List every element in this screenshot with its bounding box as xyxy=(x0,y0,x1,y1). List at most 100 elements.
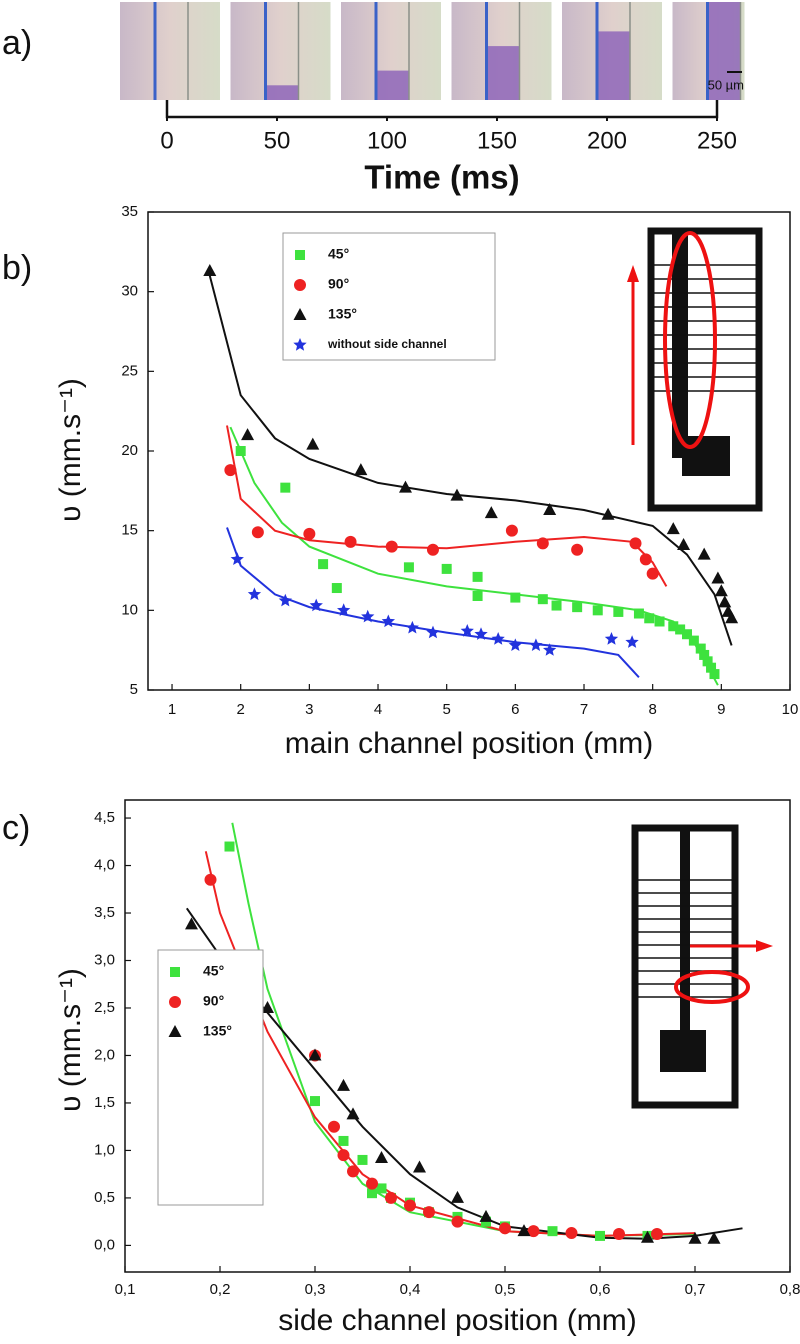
marker-circle xyxy=(451,1215,464,1228)
y-tick-label: 25 xyxy=(121,362,138,379)
x-tick-label: 6 xyxy=(511,701,519,718)
marker-circle xyxy=(366,1177,378,1190)
marker-star xyxy=(474,627,488,640)
y-tick-label: 10 xyxy=(121,601,138,618)
marker-circle xyxy=(303,527,316,540)
y-tick-label: 4,5 xyxy=(94,809,115,826)
marker-star xyxy=(460,624,474,637)
marker-square xyxy=(472,571,483,582)
marker-star xyxy=(337,603,351,616)
marker-star xyxy=(604,632,619,645)
marker-square xyxy=(572,602,583,613)
marker-circle xyxy=(423,1206,435,1219)
marker-triangle xyxy=(543,502,557,515)
marker-triangle xyxy=(346,1107,360,1120)
marker-triangle xyxy=(484,506,498,519)
marker-square xyxy=(403,562,414,573)
marker-circle xyxy=(651,1228,663,1241)
marker-square xyxy=(357,1154,368,1165)
marker-circle xyxy=(565,1227,578,1240)
marker-square xyxy=(338,1135,349,1146)
marker-star xyxy=(491,632,505,645)
marker-circle xyxy=(328,1120,340,1133)
marker-circle xyxy=(204,873,217,886)
x-tick-label: 0,1 xyxy=(115,1281,136,1298)
y-axis-title: υ (mm.s⁻¹) xyxy=(54,378,87,522)
marker-square xyxy=(695,643,706,654)
marker-star xyxy=(309,598,323,612)
marker-triangle xyxy=(354,463,368,476)
marker-triangle xyxy=(711,571,725,584)
x-tick-label: 0,2 xyxy=(210,1281,231,1298)
marker-star xyxy=(508,638,522,651)
x-tick-label: 7 xyxy=(580,701,588,718)
marker-triangle xyxy=(185,917,198,930)
x-tick-label: 3 xyxy=(305,701,313,718)
marker-circle xyxy=(169,996,181,1008)
marker-star xyxy=(625,635,639,648)
x-tick-label: 200 xyxy=(587,127,627,154)
marker-triangle xyxy=(306,437,320,450)
marker-triangle xyxy=(601,507,615,520)
marker-triangle xyxy=(337,1078,350,1091)
marker-circle xyxy=(629,537,642,550)
fit-curve xyxy=(204,851,696,1237)
marker-circle xyxy=(385,540,398,553)
marker-star xyxy=(543,643,557,656)
marker-square xyxy=(613,606,624,617)
marker-square xyxy=(709,669,720,680)
marker-square xyxy=(592,605,603,616)
y-tick-label: 5 xyxy=(130,681,138,698)
x-tick-label: 8 xyxy=(649,701,657,718)
legend-label: 90° xyxy=(203,993,224,1009)
marker-circle xyxy=(613,1228,625,1241)
y-tick-label: 35 xyxy=(121,203,138,220)
marker-triangle xyxy=(375,1151,388,1164)
dye-front xyxy=(487,46,520,100)
marker-square xyxy=(633,608,644,619)
x-tick-label: 150 xyxy=(477,127,517,154)
dye-front xyxy=(598,31,630,100)
marker-triangle xyxy=(677,538,691,551)
marker-circle xyxy=(294,279,306,291)
marker-triangle xyxy=(308,1048,322,1061)
scale-bar: 50 µm xyxy=(708,77,744,92)
marker-circle xyxy=(251,526,264,539)
marker-square xyxy=(441,563,452,574)
marker-triangle xyxy=(203,263,217,276)
marker-square xyxy=(376,1183,387,1194)
panel-label: b) xyxy=(2,249,32,287)
y-tick-label: 4,0 xyxy=(94,856,115,873)
marker-square xyxy=(702,656,713,667)
marker-triangle xyxy=(413,1160,426,1173)
marker-circle xyxy=(527,1225,540,1238)
marker-circle xyxy=(639,553,652,566)
plot-frame xyxy=(124,799,791,1273)
marker-star xyxy=(293,338,307,351)
y-tick-label: 3,0 xyxy=(94,951,115,968)
marker-square xyxy=(682,629,693,640)
y-tick-label: 1,0 xyxy=(94,1141,115,1158)
marker-circle xyxy=(426,543,439,556)
legend-label: without side channel xyxy=(327,337,447,351)
marker-square xyxy=(318,559,329,570)
marker-triangle xyxy=(666,522,680,535)
frame-image xyxy=(120,2,220,100)
marker-star xyxy=(230,552,244,565)
y-axis-title: υ (mm.s⁻¹) xyxy=(54,968,87,1112)
marker-square xyxy=(280,482,291,493)
x-tick-label: 0,7 xyxy=(685,1281,706,1298)
frame-image xyxy=(230,2,331,100)
marker-square xyxy=(235,446,246,456)
marker-triangle xyxy=(688,1231,702,1244)
marker-square xyxy=(551,600,562,611)
x-tick-label: 0 xyxy=(160,127,173,154)
marker-circle xyxy=(505,524,518,537)
marker-star xyxy=(426,625,440,639)
legend-label: 45° xyxy=(203,963,224,979)
marker-square xyxy=(654,616,665,627)
marker-triangle xyxy=(451,1190,464,1203)
dye-front xyxy=(266,85,299,100)
panel-label: a) xyxy=(2,24,32,62)
